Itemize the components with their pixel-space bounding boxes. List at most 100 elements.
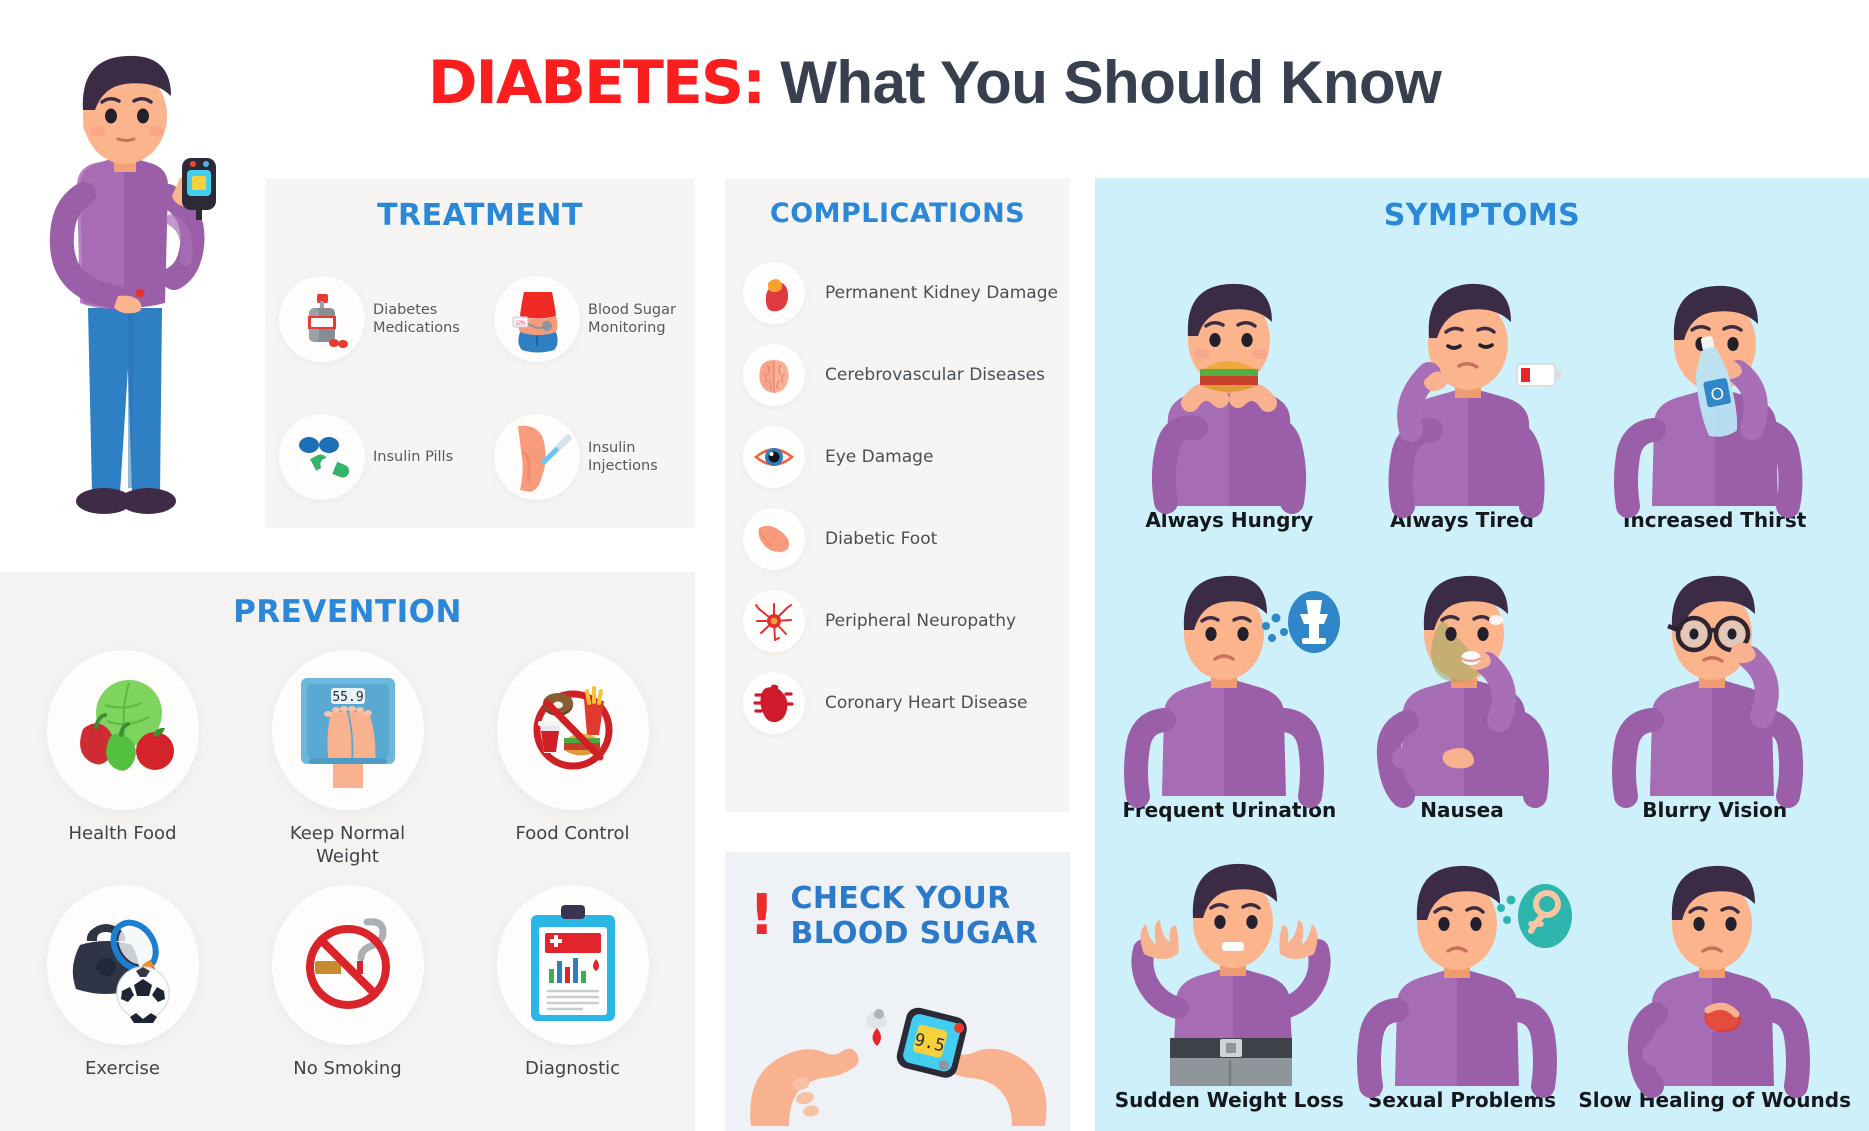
prevention-item-label: Exercise — [85, 1058, 160, 1079]
foot-icon — [743, 508, 805, 570]
complication-item-label: Coronary Heart Disease — [825, 692, 1028, 713]
prevention-item-label: Food Control — [515, 823, 630, 844]
symptom-item-always-tired[interactable]: Always Tired — [1346, 242, 1579, 532]
symptom-item-label: Sexual Problems — [1367, 1088, 1557, 1112]
complication-item-label: Peripheral Neuropathy — [825, 610, 1017, 631]
symptom-item-frequent-urination[interactable]: Frequent Urination — [1113, 532, 1346, 822]
complication-item-coronary-heart[interactable]: Coronary Heart Disease — [725, 662, 1070, 744]
prevention-item-food-control[interactable]: Food Control — [460, 650, 685, 885]
man-nauseous-icon — [1349, 568, 1575, 808]
page-title-highlight: DIABETES: — [427, 48, 766, 118]
man-sexual-problems-icon — [1349, 858, 1575, 1098]
complications-heading: COMPLICATIONS — [769, 198, 1026, 229]
scale-reading: 55.9 — [332, 690, 363, 705]
heart-icon — [743, 672, 805, 734]
injection-arm-icon — [494, 414, 580, 500]
page-title-rest: What You Should Know — [780, 49, 1442, 116]
symptom-item-label: Slow Healing of Wounds — [1578, 1088, 1851, 1112]
blood-sugar-callout-text: CHECK YOUR BLOOD SUGAR — [790, 881, 1039, 951]
prevention-item-label: Diagnostic — [524, 1058, 621, 1079]
no-junk-food-icon — [496, 650, 649, 810]
vegetables-icon — [46, 650, 199, 810]
complication-item-label: Cerebrovascular Diseases — [825, 364, 1045, 385]
no-smoking-icon — [271, 885, 424, 1045]
complication-item-diabetic-foot[interactable]: Diabetic Foot — [725, 498, 1070, 580]
sports-equipment-icon — [46, 885, 199, 1045]
man-toilet-sign-icon — [1116, 568, 1342, 808]
complications-list: Permanent Kidney Damage Cerebrovascular — [725, 252, 1070, 744]
symptom-item-always-hungry[interactable]: Always Hungry — [1113, 242, 1346, 532]
pills-capsules-icon — [279, 414, 365, 500]
symptom-item-label: Increased Thirst — [1623, 508, 1807, 532]
symptom-item-label: Always Tired — [1390, 508, 1534, 532]
man-loose-pants-icon — [1116, 858, 1342, 1086]
man-glasses-blurry-icon — [1602, 568, 1828, 808]
symptom-item-label: Nausea — [1420, 798, 1504, 822]
prevention-item-keep-normal-weight[interactable]: 55.9 Keep Normal Weight — [235, 650, 460, 885]
prevention-item-no-smoking[interactable]: No Smoking — [235, 885, 460, 1120]
blood-sugar-callout-heading: ! CHECK YOUR BLOOD SUGAR — [749, 881, 1039, 951]
symptom-item-sudden-weight-loss[interactable]: Sudden Weight Loss — [1113, 822, 1346, 1112]
man-wound-arm-icon — [1602, 858, 1828, 1098]
weight-scale-icon: 55.9 — [271, 650, 424, 810]
hands-glucometer-finger-prick-icon: 9.5 — [743, 980, 1053, 1126]
prevention-heading: PREVENTION — [233, 594, 462, 630]
symptoms-grid: Always Hungry — [1113, 242, 1851, 1112]
symptom-item-label: Sudden Weight Loss — [1114, 1088, 1344, 1112]
man-eating-burger-icon — [1116, 278, 1342, 514]
medicine-bottle-icon — [279, 276, 365, 362]
eye-icon — [743, 426, 805, 488]
prevention-item-label: Keep Normal Weight — [289, 823, 406, 868]
svg-text:12%: 12% — [515, 321, 526, 327]
treatment-item-label: Insulin Pills — [373, 448, 454, 465]
man-drinking-water-bottle-icon: O — [1602, 278, 1828, 518]
symptom-item-increased-thirst[interactable]: O Increased Thirst — [1578, 242, 1851, 532]
treatment-grid: Diabetes Medications 12% — [265, 250, 695, 526]
panel-prevention: PREVENTION — [0, 572, 695, 1131]
complication-item-eye-damage[interactable]: Eye Damage — [725, 416, 1070, 498]
medical-clipboard-icon — [496, 885, 649, 1045]
insulin-pump-belly-icon: 12% — [494, 276, 580, 362]
exclamation-icon: ! — [749, 883, 775, 949]
panel-complications: COMPLICATIONS Permanent Kidney Damage — [725, 178, 1070, 812]
symptoms-heading: SYMPTOMS — [1383, 198, 1581, 233]
prevention-item-label: No Smoking — [293, 1058, 402, 1079]
symptom-item-nausea[interactable]: Nausea — [1346, 532, 1579, 822]
panel-check-blood-sugar: ! CHECK YOUR BLOOD SUGAR — [725, 852, 1070, 1131]
prevention-item-health-food[interactable]: Health Food — [10, 650, 235, 885]
prevention-item-diagnostic[interactable]: Diagnostic — [460, 885, 685, 1120]
complication-item-label: Permanent Kidney Damage — [825, 282, 1058, 303]
symptom-item-label: Always Hungry — [1145, 508, 1314, 532]
prevention-item-exercise[interactable]: Exercise — [10, 885, 235, 1120]
page-title: DIABETES: What You Should Know — [0, 48, 1869, 118]
complication-item-neuropathy[interactable]: Peripheral Neuropathy — [725, 580, 1070, 662]
complication-item-label: Diabetic Foot — [825, 528, 938, 549]
svg-text:O: O — [1709, 384, 1726, 405]
treatment-item-insulin-pills[interactable]: Insulin Pills — [265, 388, 480, 526]
treatment-item-diabetes-medications[interactable]: Diabetes Medications — [265, 250, 480, 388]
brain-icon — [743, 344, 805, 406]
complication-item-label: Eye Damage — [825, 446, 934, 467]
kidney-icon — [743, 262, 805, 324]
symptom-item-blurry-vision[interactable]: Blurry Vision — [1578, 532, 1851, 822]
treatment-item-insulin-injections[interactable]: Insulin Injections — [480, 388, 695, 526]
treatment-heading: TREATMENT — [377, 198, 583, 233]
treatment-item-label: Insulin Injections — [588, 439, 658, 474]
panel-symptoms: SYMPTOMS — [1095, 178, 1869, 1131]
symptom-item-label: Blurry Vision — [1642, 798, 1788, 822]
treatment-item-label: Diabetes Medications — [373, 301, 460, 336]
hero-character-man-with-glucometer — [10, 38, 240, 538]
nerve-cell-icon — [743, 590, 805, 652]
treatment-item-blood-sugar-monitoring[interactable]: 12% Blood Sugar Monitoring — [480, 250, 695, 388]
blood-sugar-line1: CHECK YOUR — [790, 881, 1011, 916]
symptom-item-sexual-problems[interactable]: Sexual Problems — [1346, 822, 1579, 1112]
prevention-grid: Health Food 55.9 — [10, 650, 685, 1120]
symptom-item-slow-healing-wounds[interactable]: Slow Healing of Wounds — [1578, 822, 1851, 1112]
treatment-item-label: Blood Sugar Monitoring — [588, 301, 676, 336]
prevention-item-label: Health Food — [68, 823, 177, 844]
complication-item-cerebrovascular[interactable]: Cerebrovascular Diseases — [725, 334, 1070, 416]
complication-item-kidney[interactable]: Permanent Kidney Damage — [725, 252, 1070, 334]
panel-treatment: TREATMENT Diabetes Medications — [265, 178, 695, 528]
blood-sugar-line2: BLOOD SUGAR — [790, 915, 1039, 951]
